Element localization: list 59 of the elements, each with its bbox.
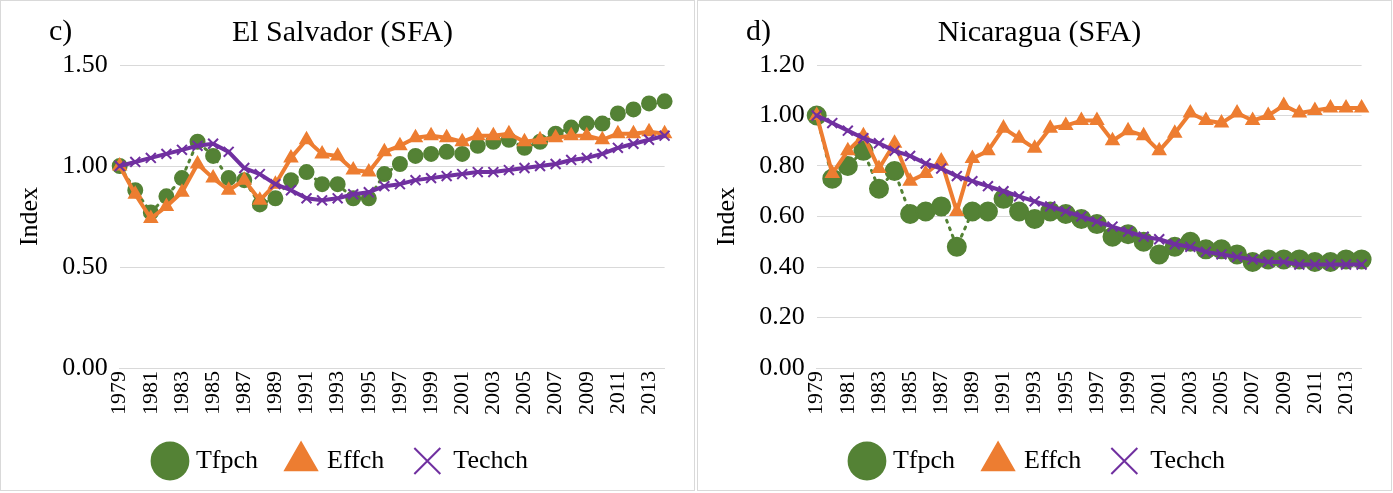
x-tick-label: 2011: [603, 371, 629, 415]
y-axis-title: Index: [14, 186, 44, 247]
y-tick-label: 1.00: [759, 99, 805, 129]
x-tick-label: 1987: [927, 371, 953, 415]
x-tick-label: 1979: [105, 371, 131, 415]
x-tick-label: 1991: [989, 371, 1015, 415]
y-tick-label: 1.20: [759, 48, 805, 78]
x-tick-label: 1985: [895, 371, 921, 415]
legend-label: Tfpch: [892, 444, 956, 474]
x-tick-label: 1993: [323, 371, 349, 415]
text: d): [746, 13, 771, 47]
y-axis-title: Index: [711, 186, 741, 247]
legend-label: Tfpch: [195, 444, 259, 474]
x-tick-label: 1997: [385, 371, 411, 415]
x-tick-label: 1983: [167, 371, 193, 415]
legend-label: Effch: [327, 444, 385, 474]
x-tick-label: 1983: [864, 371, 890, 415]
legend-label: Effch: [1024, 444, 1082, 474]
x-tick-label: 1995: [354, 371, 380, 415]
x-tick-label: 2001: [447, 371, 473, 415]
x-tick-label: 2005: [1207, 371, 1233, 415]
x-tick-label: 2009: [1269, 371, 1295, 415]
x-tick-label: 2001: [1144, 371, 1170, 415]
x-tick-label: 2003: [479, 371, 505, 415]
x-tick-label: 1999: [1113, 371, 1139, 415]
chart-title: Nicaragua (SFA): [937, 13, 1142, 48]
x-tick-label: 1981: [833, 371, 859, 415]
y-tick-label: 1.50: [62, 48, 108, 78]
y-tick-label: 0.00: [62, 351, 108, 381]
x-tick-label: 1995: [1051, 371, 1077, 415]
x-tick-label: 2003: [1176, 371, 1202, 415]
y-tick-label: 0.00: [759, 351, 805, 381]
legend-label: Techch: [453, 444, 529, 474]
x-tick-label: 2011: [1300, 371, 1326, 415]
x-tick-label: 2013: [1331, 371, 1357, 415]
x-tick-label: 2007: [541, 371, 567, 415]
x-tick-label: 1989: [958, 371, 984, 415]
y-tick-label: 0.80: [759, 149, 805, 179]
x-tick-label: 2007: [1238, 371, 1264, 415]
x-tick-label: 2013: [634, 371, 660, 415]
legend-label: Techch: [1150, 444, 1226, 474]
x-tick-label: 1991: [292, 371, 318, 415]
x-tick-label: 1997: [1082, 371, 1108, 415]
y-tick-label: 0.40: [759, 250, 805, 280]
x-tick-label: 1993: [1020, 371, 1046, 415]
y-tick-label: 1.00: [62, 149, 108, 179]
y-tick-label: 0.50: [62, 250, 108, 280]
x-tick-label: 1985: [198, 371, 224, 415]
x-tick-label: 2009: [572, 371, 598, 415]
x-tick-label: 1981: [136, 371, 162, 415]
y-tick-label: 0.60: [759, 200, 805, 230]
text: c): [49, 13, 73, 47]
x-tick-label: 2005: [510, 371, 536, 415]
x-tick-label: 1989: [261, 371, 287, 415]
x-tick-label: 1987: [230, 371, 256, 415]
x-tick-label: 1979: [802, 371, 828, 415]
y-tick-label: 0.20: [759, 301, 805, 331]
chart-title: El Salvador (SFA): [231, 13, 454, 48]
x-tick-label: 1999: [416, 371, 442, 415]
